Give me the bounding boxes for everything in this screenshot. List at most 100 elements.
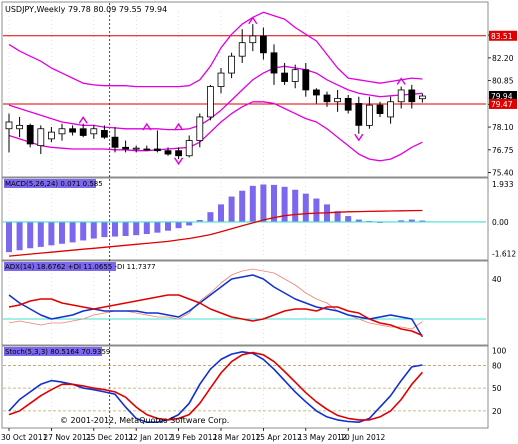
candle[interactable]	[16, 116, 24, 138]
macd-histogram-bar[interactable]	[27, 221, 34, 249]
fractal-up-icon	[396, 77, 406, 85]
candle[interactable]	[153, 130, 161, 153]
candle[interactable]	[365, 96, 373, 129]
candle[interactable]	[111, 127, 119, 153]
candle[interactable]	[175, 147, 183, 160]
macd-histogram-bar[interactable]	[133, 221, 140, 236]
candle[interactable]	[302, 62, 310, 97]
macd-histogram-bar[interactable]	[48, 221, 55, 246]
candle[interactable]	[323, 91, 331, 107]
candle[interactable]	[206, 84, 214, 121]
candle[interactable]	[291, 64, 299, 89]
macd-histogram-bar[interactable]	[69, 221, 76, 243]
stoch-axis-label: 100	[492, 346, 507, 355]
candle[interactable]	[26, 123, 34, 148]
candle[interactable]	[259, 27, 267, 60]
candle[interactable]	[132, 145, 140, 153]
candle-body-bullish	[132, 147, 140, 150]
macd-histogram-bar[interactable]	[249, 185, 256, 222]
macd-histogram-bar[interactable]	[122, 221, 129, 236]
macd-histogram-bar[interactable]	[175, 221, 182, 229]
macd-histogram-bar[interactable]	[292, 189, 299, 222]
macd-histogram-bar[interactable]	[186, 221, 193, 226]
adx-main-line	[8, 268, 423, 330]
candle[interactable]	[143, 145, 151, 151]
candle[interactable]	[376, 101, 384, 117]
candle[interactable]	[281, 62, 289, 85]
candle[interactable]	[397, 86, 405, 109]
candle-body-bullish	[418, 95, 426, 100]
macd-histogram-bar[interactable]	[239, 190, 246, 222]
price-axis-label: 80.85	[492, 77, 514, 86]
candle[interactable]	[249, 24, 257, 52]
macd-histogram-bar[interactable]	[207, 212, 214, 222]
macd-histogram-bar[interactable]	[6, 221, 12, 253]
candle[interactable]	[37, 125, 45, 155]
macd-histogram-bar[interactable]	[90, 221, 97, 239]
candle[interactable]	[418, 93, 426, 103]
macd-label: MACD(5,26,24) 0.071 0.585	[5, 180, 103, 188]
macd-panel[interactable]	[3, 184, 486, 257]
macd-histogram-bar[interactable]	[398, 220, 405, 222]
candle[interactable]	[355, 96, 363, 134]
macd-histogram-bar[interactable]	[271, 184, 277, 222]
candle[interactable]	[334, 89, 342, 112]
macd-histogram-bar[interactable]	[408, 219, 415, 222]
candle-body-bearish	[111, 136, 119, 148]
macd-histogram-bar[interactable]	[260, 184, 267, 222]
macd-histogram-bar[interactable]	[154, 221, 161, 233]
candle-body-bearish	[259, 35, 267, 54]
fractal-up-icon	[248, 16, 258, 25]
stoch-label-box	[4, 347, 102, 356]
main-header-label: USDJPY,Weekly 79.78 80.09 79.55 79.94	[5, 5, 167, 14]
stoch-panel[interactable]	[3, 350, 486, 424]
macd-histogram-bar[interactable]	[16, 221, 23, 251]
macd-histogram-bar[interactable]	[143, 221, 150, 235]
macd-histogram-bar[interactable]	[80, 221, 87, 241]
macd-histogram-bar[interactable]	[281, 186, 288, 222]
macd-histogram-bar[interactable]	[101, 221, 108, 238]
candle[interactable]	[5, 113, 13, 153]
macd-histogram-bar[interactable]	[196, 219, 203, 222]
candle[interactable]	[270, 44, 278, 85]
macd-histogram-bar[interactable]	[345, 216, 352, 222]
candle-body-bearish	[175, 150, 183, 157]
macd-histogram-bar[interactable]	[355, 219, 362, 222]
candle-body-bullish	[365, 104, 373, 126]
macd-histogram-bar[interactable]	[112, 221, 118, 237]
candle[interactable]	[101, 125, 108, 139]
candle[interactable]	[217, 68, 225, 94]
candle[interactable]	[344, 95, 352, 114]
candle[interactable]	[196, 113, 204, 148]
macd-histogram-bar[interactable]	[334, 211, 341, 222]
adx-panel[interactable]	[3, 268, 486, 338]
macd-histogram-bar[interactable]	[228, 196, 235, 222]
candle[interactable]	[228, 52, 236, 79]
candle[interactable]	[238, 29, 246, 63]
candle[interactable]	[408, 84, 416, 109]
candle-body-bullish	[185, 140, 193, 157]
price-panel[interactable]	[3, 11, 486, 166]
candle[interactable]	[122, 140, 129, 153]
macd-histogram-bar[interactable]	[313, 198, 320, 222]
macd-histogram-bar[interactable]	[419, 220, 426, 222]
candle[interactable]	[90, 125, 98, 139]
minus-di-line	[8, 294, 423, 337]
macd-histogram-bar[interactable]	[37, 221, 44, 247]
candle[interactable]	[69, 125, 76, 136]
candle[interactable]	[185, 135, 193, 158]
candle[interactable]	[58, 123, 66, 141]
macd-histogram-bar[interactable]	[218, 204, 224, 222]
candle-body-bullish	[397, 89, 405, 103]
candle[interactable]	[312, 88, 320, 104]
candle-body-bullish	[334, 97, 342, 103]
macd-histogram-bar[interactable]	[59, 221, 65, 244]
candle[interactable]	[164, 147, 172, 156]
price-tag: 83.51	[489, 30, 517, 41]
macd-histogram-bar[interactable]	[302, 193, 309, 222]
macd-histogram-bar[interactable]	[165, 221, 171, 231]
candle[interactable]	[79, 123, 87, 138]
candle[interactable]	[48, 127, 55, 143]
candle-body-bearish	[344, 97, 352, 111]
candle[interactable]	[387, 96, 395, 124]
